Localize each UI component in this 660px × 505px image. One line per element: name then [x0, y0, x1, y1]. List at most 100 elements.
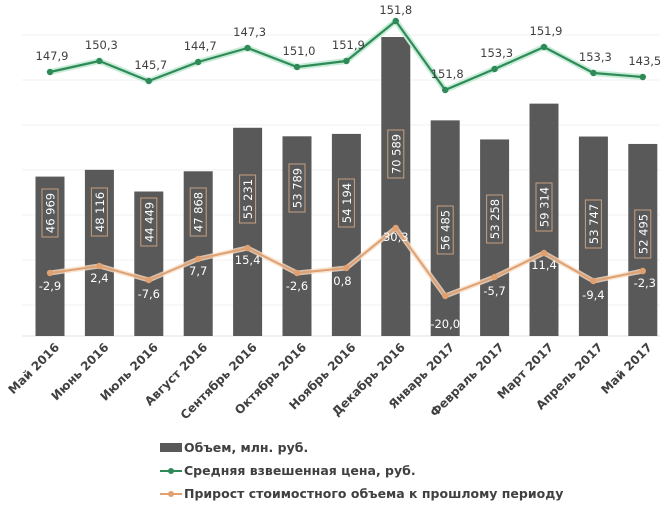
legend-label: Прирост стоимостного объема к прошлому п… [184, 486, 564, 501]
price-point-marker [639, 73, 646, 81]
volume-bar-label: 70 589 [387, 129, 405, 179]
price-point-marker [590, 69, 597, 77]
price-point-marker [491, 65, 498, 73]
svg-text:46 969: 46 969 [44, 193, 58, 233]
legend-item-price: Средняя взвешенная цена, руб. [160, 459, 563, 482]
growth-data-label: 15,4 [235, 253, 261, 267]
price-data-label: 145,7 [134, 58, 167, 72]
volume-bar-label: 59 314 [535, 182, 553, 232]
volume-bar-label: 55 231 [239, 174, 257, 224]
growth-point-marker [145, 276, 152, 284]
bar-swatch-icon [160, 443, 182, 452]
combo-chart: 46 969 48 116 44 449 47 868 55 231 53 789 54 1… [6, 3, 660, 422]
growth-data-label: -9,4 [582, 288, 604, 302]
growth-point-marker [639, 267, 646, 275]
volume-bar [578, 136, 608, 336]
price-data-label: 153,3 [480, 46, 513, 60]
svg-text:53 747: 53 747 [587, 204, 601, 244]
volume-bar-label: 46 969 [41, 188, 59, 238]
volume-bar-label: 54 194 [337, 178, 355, 228]
growth-point-marker [244, 244, 251, 252]
price-data-label: 153,3 [579, 50, 612, 64]
volume-bar [628, 143, 658, 336]
price-data-label: 147,3 [233, 25, 266, 39]
growth-data-label: 7,7 [189, 264, 207, 278]
volume-bar-label: 53 747 [584, 199, 602, 249]
growth-point-marker [590, 277, 597, 285]
volume-bar [331, 133, 361, 336]
legend-item-growth: Прирост стоимостного объема к прошлому п… [160, 482, 563, 505]
volume-bar [381, 37, 411, 336]
price-point-marker [442, 86, 449, 94]
volume-bar [233, 127, 263, 337]
price-data-label: 151,8 [431, 67, 464, 81]
volume-bar [430, 120, 460, 336]
price-point-marker [392, 17, 399, 25]
orange-line-marker-icon [160, 488, 182, 500]
svg-text:52 495: 52 495 [636, 214, 650, 254]
volume-bar-labels: 46 969 48 116 44 449 47 868 55 231 53 789 54 1… [41, 129, 652, 259]
volume-bar [134, 191, 164, 336]
growth-data-label: -2,3 [634, 276, 656, 290]
volume-bar-label: 53 258 [486, 194, 504, 244]
price-data-label: 144,7 [184, 39, 217, 53]
growth-line-series: -2,9 2,4 -7,6 7,7 15,4 -2,6 0,8 30,3 -20,0 -5,7 11… [39, 224, 656, 331]
growth-point-marker [491, 273, 498, 281]
volume-bar-label: 56 485 [436, 205, 454, 255]
volume-bar [35, 176, 65, 336]
price-point-marker [540, 43, 548, 51]
volume-bar-label: 52 495 [634, 209, 652, 259]
growth-data-label: 11,4 [531, 258, 557, 272]
price-point-marker [46, 68, 54, 76]
growth-point-marker [442, 292, 449, 300]
svg-text:56 485: 56 485 [439, 210, 453, 250]
green-line-marker-icon [160, 465, 182, 477]
growth-data-label: -5,7 [483, 284, 505, 298]
price-data-label: 147,9 [36, 49, 69, 63]
growth-point-marker [540, 249, 548, 257]
growth-point-marker [46, 269, 54, 277]
price-data-label: 151,0 [283, 44, 316, 58]
svg-text:54 194: 54 194 [340, 183, 354, 223]
growth-data-label: 0,8 [333, 274, 351, 288]
svg-text:53 258: 53 258 [488, 199, 502, 239]
svg-text:47 868: 47 868 [192, 192, 206, 232]
svg-text:53 789: 53 789 [291, 168, 305, 208]
legend-item-volume: Объем, млн. руб. [160, 436, 563, 459]
price-point-marker [96, 57, 103, 65]
growth-point-marker [195, 255, 202, 263]
svg-text:70 589: 70 589 [389, 134, 403, 174]
growth-data-label: 2,4 [90, 271, 108, 285]
growth-point-marker [96, 262, 103, 270]
price-point-marker [145, 77, 152, 85]
volume-bar [282, 136, 312, 336]
volume-bars [35, 37, 658, 337]
svg-text:48 116: 48 116 [93, 192, 107, 232]
x-axis-label: Май 2017 [598, 340, 655, 397]
legend-label: Объем, млн. руб. [184, 440, 309, 455]
volume-bar [529, 103, 559, 336]
price-point-marker [343, 57, 350, 65]
growth-point-marker [343, 264, 350, 272]
legend-label: Средняя взвешенная цена, руб. [184, 463, 416, 478]
svg-text:59 314: 59 314 [538, 187, 552, 227]
growth-data-label: 30,3 [383, 230, 409, 244]
price-data-label: 151,9 [530, 24, 563, 38]
price-data-label: 143,5 [628, 54, 660, 68]
svg-text:44 449: 44 449 [142, 202, 156, 242]
volume-bar-label: 44 449 [140, 197, 158, 247]
growth-data-label: -20,0 [430, 317, 460, 331]
volume-bar [480, 139, 510, 336]
price-point-marker [244, 44, 251, 52]
volume-bar-label: 53 789 [288, 163, 306, 213]
price-line-series: 147,9 150,3 145,7 144,7 147,3 151,0 151,9 151,8… [36, 3, 660, 94]
chart-legend: Объем, млн. руб. Средняя взвешенная цена… [160, 436, 563, 505]
growth-data-label: -2,9 [39, 279, 61, 293]
growth-data-label: -7,6 [138, 287, 160, 301]
price-point-marker [195, 58, 202, 66]
svg-text:55 231: 55 231 [241, 179, 255, 219]
price-point-marker [293, 63, 301, 71]
price-data-label: 151,8 [379, 3, 412, 17]
price-data-label: 151,9 [332, 38, 365, 52]
